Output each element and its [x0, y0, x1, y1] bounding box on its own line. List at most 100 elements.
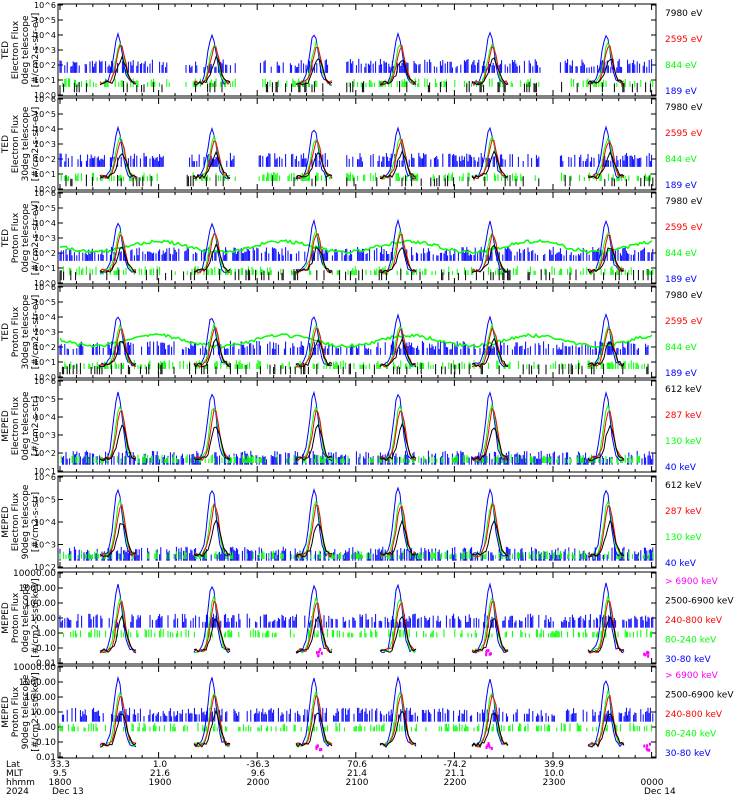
y-tick-label: 10^6 [34, 377, 56, 386]
trace-magenta-mark [487, 743, 490, 747]
trace-peak [295, 58, 333, 86]
y-axis-label-line: Proton Flux [11, 686, 21, 737]
trace-peak [471, 135, 509, 180]
panel-frame [57, 379, 657, 473]
y-axis-label-line: 30deg telescope [21, 106, 31, 181]
trace-peak [471, 57, 509, 86]
data-marks [59, 125, 654, 187]
y-tick-label: 1.00 [36, 629, 56, 639]
footer-value: 9.6 [251, 769, 266, 779]
trace-peak [587, 489, 625, 557]
trace-magenta-mark [485, 650, 488, 654]
trace-peak [99, 614, 137, 653]
trace-magenta-mark [485, 745, 488, 749]
y-axis-label-line: TED [1, 229, 11, 248]
trace-peak [471, 139, 509, 180]
footer-value: 10.0 [544, 769, 564, 779]
legend-entry: 2595 eV [665, 129, 703, 139]
trace-peak [295, 152, 333, 180]
trace-peak [471, 232, 509, 273]
y-tick-label: 10^0 [34, 185, 56, 194]
footer-value: 39.9 [544, 760, 564, 770]
y-tick-label: 0.10 [36, 644, 56, 654]
trace-peak [379, 326, 417, 368]
trace-peak [193, 709, 231, 748]
trace-peak [193, 519, 231, 558]
trace-peak [193, 222, 231, 273]
y-axis-label-line: [#/cm2-s-str] [31, 492, 41, 552]
footer-value: -36.3 [246, 760, 269, 770]
y-tick-label: 10^4 [34, 125, 56, 134]
trace-peak [295, 129, 333, 180]
trace-peak [379, 31, 417, 86]
panel-frame [57, 191, 657, 285]
trace-magenta-mark [647, 654, 650, 658]
panel-frame [57, 571, 657, 665]
trace-peak [379, 486, 417, 557]
trace-peak [587, 500, 625, 558]
trace-magenta-mark [485, 653, 488, 657]
trace-peak [295, 615, 333, 654]
legend-entry: 130 keV [665, 533, 702, 543]
panel-2: 10^0 10^1 10^2 10^3 10^4 10^5 10^6 TED Electron … [1, 95, 703, 194]
y-tick-label: 10^4 [34, 219, 56, 228]
trace-peak [99, 31, 137, 85]
panel-frame [57, 97, 657, 191]
trace-peak [471, 150, 509, 180]
y-axis-label-line: [#/cm2-s-str-keV] [31, 578, 41, 657]
trace-peak [379, 598, 417, 653]
y-axis-label-line: 0deg telescope [21, 583, 31, 653]
legend-entry: > 6900 keV [665, 577, 719, 587]
trace-peak [471, 402, 509, 462]
y-axis-label: MEPED Proton Flux 0deg telescope [#/cm2-s-s… [1, 578, 41, 657]
trace-peak [379, 338, 417, 368]
trace-peak [295, 218, 333, 274]
trace-magenta-mark [648, 748, 651, 752]
trace-magenta-mark [315, 651, 318, 655]
trace-magenta-mark [488, 652, 491, 656]
y-tick-label: 10000.00 [13, 569, 56, 579]
y-tick-label: 10^2 [34, 343, 56, 352]
trace-magenta-mark [490, 746, 493, 750]
trace-peak [99, 328, 137, 368]
trace-peak [99, 713, 137, 748]
y-axis-label: TED Proton Flux 0deg telescope [#/cm2-s-str… [1, 201, 41, 276]
y-tick-label: 10^2 [34, 155, 56, 164]
trace-peak [193, 151, 231, 180]
y-axis-label: TED Electron Flux 0deg telescope [#/cm2-s-s… [1, 13, 41, 88]
trace-peak [587, 151, 625, 179]
trace-peak [587, 34, 625, 85]
y-axis-label-line: 0deg telescope [21, 203, 31, 273]
y-tick-label: 10^0 [34, 373, 56, 382]
legend-entry: 287 keV [665, 411, 702, 421]
data-marks [59, 312, 653, 375]
y-axis-label-line: Electron Flux [11, 114, 21, 173]
legend-entry: 2500-6900 keV [665, 597, 734, 607]
trace-peak [471, 31, 509, 87]
y-tick-label: 10^1 [34, 264, 56, 273]
y-axis-label-line: Electron Flux [11, 20, 21, 79]
y-tick-label: 10^0 [34, 91, 56, 100]
trace-peak [379, 44, 417, 86]
trace-peak [193, 393, 231, 461]
trace-peak [587, 390, 625, 462]
y-axis-label: TED Proton Flux 30deg telescope [#/cm2-s-st… [1, 294, 41, 369]
y-tick-label: 100.00 [25, 599, 57, 609]
y-axis-label-line: MEPED [1, 602, 11, 634]
trace-peak [99, 341, 137, 368]
legend-entry: > 6900 keV [665, 671, 719, 681]
trace-peak [193, 318, 231, 368]
y-tick-label: 0.10 [36, 738, 56, 748]
trace-peak [295, 324, 333, 368]
trace-peak [379, 246, 417, 274]
trace-peak [587, 219, 625, 272]
y-tick-label: 1000.00 [19, 584, 56, 594]
trace-peak [193, 45, 231, 85]
trace-peak [587, 312, 625, 368]
legend-entry: 7980 eV [665, 9, 703, 19]
trace-peak [471, 504, 509, 557]
trace-peak [99, 498, 137, 558]
y-tick-label: 10.00 [30, 614, 56, 624]
footer-row-label: hhmm [6, 778, 35, 788]
